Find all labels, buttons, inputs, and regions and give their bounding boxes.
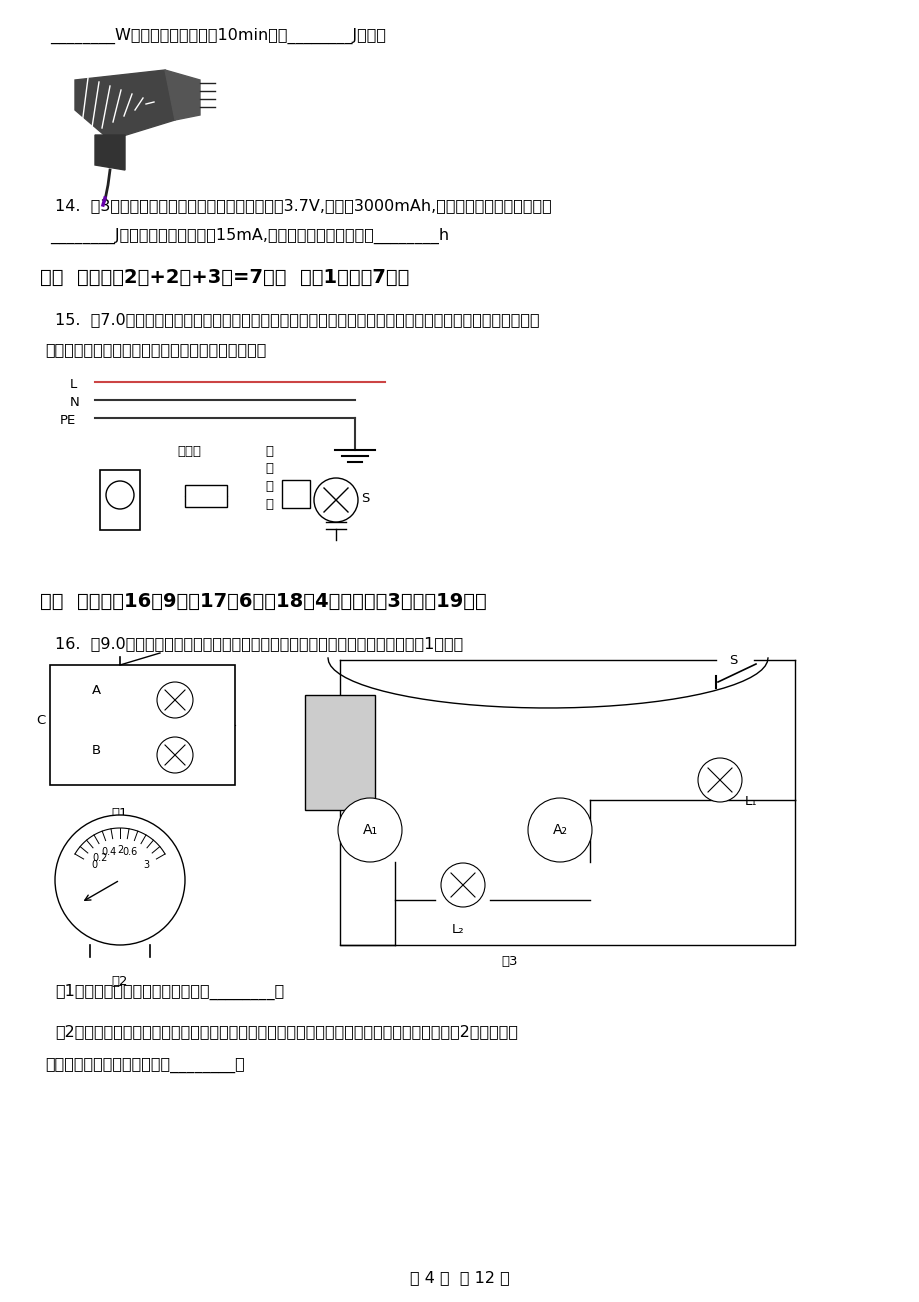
Text: 图3: 图3	[501, 954, 517, 967]
Text: 15.  （7.0分）用笔画线代替导线，将图中的拉线开关、电灯、熔断器和插座接入家庭电路中。要求：符合安: 15. （7.0分）用笔画线代替导线，将图中的拉线开关、电灯、熔断器和插座接入家…	[55, 312, 539, 327]
Text: 线: 线	[265, 462, 273, 475]
Text: A: A	[92, 684, 101, 697]
Text: A₂: A₂	[552, 823, 567, 837]
Circle shape	[55, 815, 185, 945]
Circle shape	[698, 758, 742, 802]
Text: 图1: 图1	[111, 807, 128, 820]
Text: L₁: L₁	[744, 796, 756, 809]
Text: S: S	[360, 492, 369, 505]
Text: 图2: 图2	[111, 975, 128, 988]
Bar	[50, 665, 234, 785]
Circle shape	[157, 682, 193, 717]
Text: 开: 开	[265, 480, 273, 493]
Text: 拉: 拉	[265, 445, 273, 458]
Text: 3: 3	[142, 861, 149, 870]
Text: 全用电原则；熔断器控制插座；拉线开关控制电灯。: 全用电原则；熔断器控制插座；拉线开关控制电灯。	[45, 342, 267, 357]
Text: 16.  （9.0分）小余和小乐在探究并联电路中电流的关系时，他们设计的电路如图1所示。: 16. （9.0分）小余和小乐在探究并联电路中电流的关系时，他们设计的电路如图1…	[55, 635, 463, 651]
Text: 14.  （3分）华为某款手机锂电池上面标明电压为3.7V,容量为3000mAh,则它充满电后存储的电能为: 14. （3分）华为某款手机锂电池上面标明电压为3.7V,容量为3000mAh,…	[55, 198, 551, 214]
Text: 关: 关	[265, 497, 273, 510]
Text: L: L	[70, 378, 77, 391]
Text: 2: 2	[117, 845, 123, 855]
Text: A₁: A₁	[362, 823, 377, 837]
Text: S: S	[728, 654, 736, 667]
Text: 你的分析，你认为原因可能是________。: 你的分析，你认为原因可能是________。	[45, 1059, 244, 1073]
Bar	[282, 480, 310, 508]
Circle shape	[337, 798, 402, 862]
Text: PE: PE	[60, 414, 76, 427]
Text: 第 4 页  共 12 页: 第 4 页 共 12 页	[410, 1269, 509, 1285]
Text: 0.4: 0.4	[101, 848, 117, 857]
Text: 0: 0	[91, 861, 97, 870]
Text: 0.2: 0.2	[92, 853, 108, 863]
Bar	[185, 486, 227, 506]
Text: 0.6: 0.6	[122, 846, 138, 857]
Text: 熔断器: 熔断器	[176, 445, 200, 458]
Circle shape	[528, 798, 591, 862]
Circle shape	[157, 737, 193, 773]
Text: N: N	[70, 396, 80, 409]
Polygon shape	[95, 135, 125, 171]
Text: 三、  作图题（2分+2分+3分=7分）  （共1题；共7分）: 三、 作图题（2分+2分+3分=7分） （共1题；共7分）	[40, 268, 409, 286]
Bar	[305, 695, 375, 810]
Text: 四、  实验题（16题9分，17题6分，18题4分，共（共3题；共19分）: 四、 实验题（16题9分，17题6分，18题4分，共（共3题；共19分）	[40, 592, 486, 611]
Text: L₂: L₂	[451, 923, 464, 936]
Text: （1）在连接电路的过程中，开关应________。: （1）在连接电路的过程中，开关应________。	[55, 984, 284, 1000]
Text: （2）在使用电流表测电流的实验中，小余试触时电流表的指针向着没有刻度的一侧偏转，如图2所示，根据: （2）在使用电流表测电流的实验中，小余试触时电流表的指针向着没有刻度的一侧偏转，…	[55, 1023, 517, 1039]
Text: B: B	[92, 743, 101, 756]
Polygon shape	[75, 70, 175, 141]
Bar	[100, 470, 140, 530]
Polygon shape	[165, 70, 199, 120]
Text: ________J；该手机的待机电流为15mA,则该手机最长待机时间为________h: ________J；该手机的待机电流为15mA,则该手机最长待机时间为_____…	[50, 228, 448, 245]
Circle shape	[313, 478, 357, 522]
Text: C: C	[36, 713, 45, 727]
Circle shape	[440, 863, 484, 907]
Text: ________W，在额定电压下通电10min产生________J热量。: ________W，在额定电压下通电10min产生________J热量。	[50, 29, 386, 44]
